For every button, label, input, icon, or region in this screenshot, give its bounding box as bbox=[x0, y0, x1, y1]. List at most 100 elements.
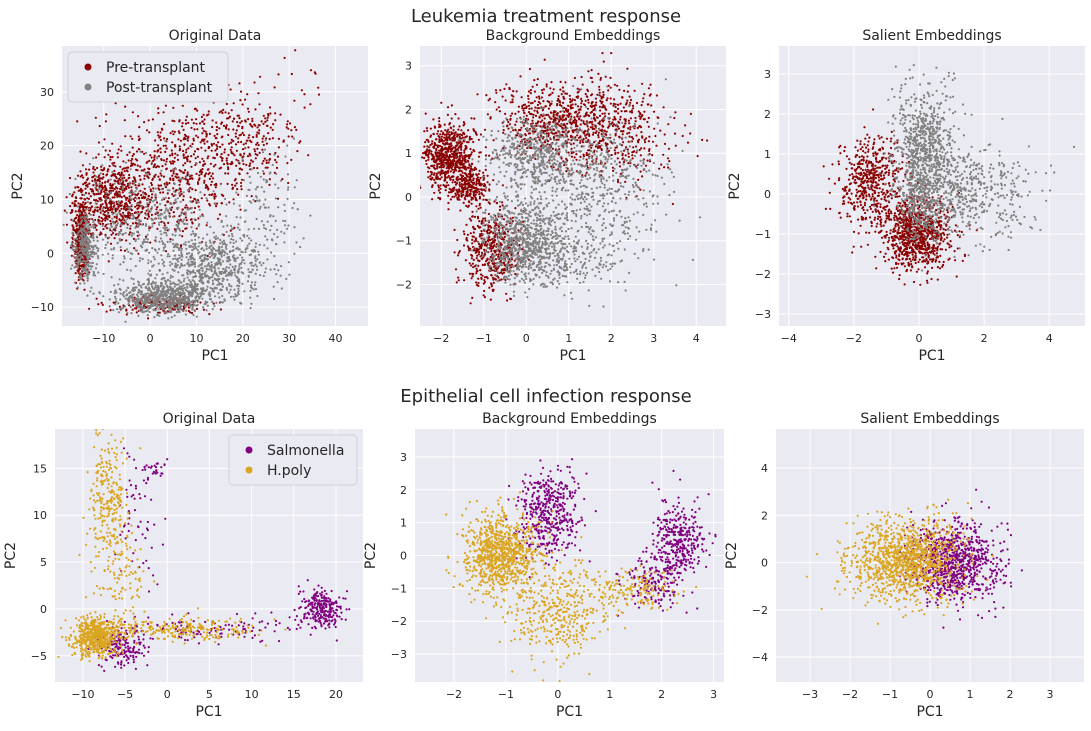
scatter-point bbox=[153, 302, 156, 306]
scatter-point bbox=[114, 224, 118, 227]
scatter-point bbox=[126, 226, 129, 229]
scatter-point bbox=[219, 251, 222, 255]
scatter-point bbox=[232, 241, 235, 245]
scatter-point bbox=[236, 256, 239, 259]
scatter-point bbox=[204, 149, 207, 152]
scatter-point bbox=[250, 201, 253, 204]
scatter-point bbox=[131, 289, 134, 292]
scatter-point bbox=[169, 294, 172, 297]
scatter-point bbox=[250, 264, 253, 267]
scatter-point bbox=[190, 239, 193, 242]
scatter-point bbox=[234, 265, 237, 268]
scatter-point bbox=[269, 268, 272, 271]
scatter-point bbox=[127, 206, 130, 209]
scatter-point bbox=[169, 240, 172, 243]
scatter-point bbox=[207, 155, 210, 158]
scatter-point bbox=[99, 172, 102, 175]
scatter-point bbox=[163, 277, 166, 280]
scatter-point bbox=[103, 194, 106, 197]
scatter-point bbox=[102, 272, 105, 276]
scatter-point bbox=[124, 220, 127, 224]
scatter-point bbox=[184, 243, 187, 246]
scatter-point bbox=[161, 262, 164, 265]
scatter-point bbox=[208, 193, 211, 196]
scatter-point bbox=[130, 234, 133, 237]
scatter-point bbox=[156, 206, 159, 209]
scatter-point bbox=[190, 252, 194, 255]
scatter-point bbox=[470, 167, 473, 170]
scatter-point bbox=[182, 289, 185, 292]
scatter-point bbox=[136, 164, 139, 167]
scatter-point bbox=[239, 153, 242, 156]
scatter-point bbox=[205, 309, 208, 312]
scatter-point bbox=[177, 260, 180, 263]
scatter-point bbox=[152, 288, 156, 291]
scatter-point bbox=[110, 225, 113, 228]
scatter-point bbox=[257, 250, 260, 253]
scatter-point bbox=[220, 121, 223, 124]
scatter-point bbox=[237, 289, 240, 292]
scatter-point bbox=[183, 277, 186, 280]
scatter-point bbox=[150, 183, 153, 187]
scatter-point bbox=[218, 249, 221, 252]
scatter-point bbox=[437, 144, 440, 147]
scatter-point bbox=[131, 295, 134, 298]
scatter-point bbox=[179, 190, 182, 193]
scatter-point bbox=[137, 210, 140, 213]
scatter-point bbox=[128, 233, 131, 236]
scatter-point bbox=[218, 213, 221, 216]
scatter-point bbox=[229, 288, 232, 291]
scatter-point bbox=[430, 150, 433, 153]
scatter-point bbox=[468, 164, 471, 167]
scatter-point bbox=[165, 294, 168, 297]
scatter-point bbox=[259, 75, 262, 78]
scatter-point bbox=[264, 198, 267, 201]
scatter-point bbox=[166, 200, 169, 203]
scatter-point bbox=[88, 244, 91, 247]
scatter-point bbox=[108, 227, 111, 230]
scatter-point bbox=[202, 306, 205, 309]
scatter-point bbox=[452, 163, 455, 166]
scatter-point bbox=[235, 191, 238, 194]
scatter-point bbox=[247, 146, 250, 149]
scatter-point bbox=[256, 126, 259, 129]
scatter-point bbox=[138, 190, 141, 193]
scatter-point bbox=[81, 164, 85, 167]
scatter-point bbox=[448, 123, 451, 126]
scatter-point bbox=[185, 288, 188, 292]
scatter-point bbox=[467, 129, 470, 132]
scatter-point bbox=[200, 115, 203, 119]
scatter-point bbox=[279, 113, 282, 116]
scatter-point bbox=[114, 165, 117, 168]
legend-marker bbox=[84, 83, 92, 91]
scatter-point bbox=[458, 141, 461, 144]
scatter-point bbox=[248, 200, 251, 203]
scatter-point bbox=[101, 303, 104, 306]
scatter-point bbox=[179, 139, 182, 142]
scatter-point bbox=[69, 205, 72, 208]
scatter-point bbox=[262, 172, 265, 175]
scatter-point bbox=[463, 133, 466, 136]
scatter-point bbox=[128, 201, 132, 204]
scatter-point bbox=[290, 72, 293, 76]
scatter-point bbox=[125, 215, 128, 218]
scatter-point bbox=[217, 292, 220, 295]
scatter-point bbox=[309, 103, 312, 106]
scatter-point bbox=[452, 188, 455, 191]
scatter-point bbox=[189, 303, 192, 307]
scatter-point bbox=[203, 142, 206, 145]
scatter-point bbox=[158, 269, 161, 272]
scatter-point bbox=[105, 113, 108, 116]
scatter-point bbox=[139, 257, 142, 260]
scatter-point bbox=[300, 89, 303, 92]
scatter-point bbox=[429, 127, 432, 130]
scatter-point bbox=[96, 166, 99, 170]
scatter-point bbox=[143, 310, 146, 313]
scatter-point bbox=[146, 314, 149, 317]
scatter-point bbox=[175, 176, 179, 179]
scatter-point bbox=[290, 129, 293, 132]
scatter-point bbox=[243, 220, 246, 223]
scatter-point bbox=[168, 300, 171, 303]
scatter-point bbox=[257, 144, 260, 147]
scatter-point bbox=[123, 305, 126, 308]
